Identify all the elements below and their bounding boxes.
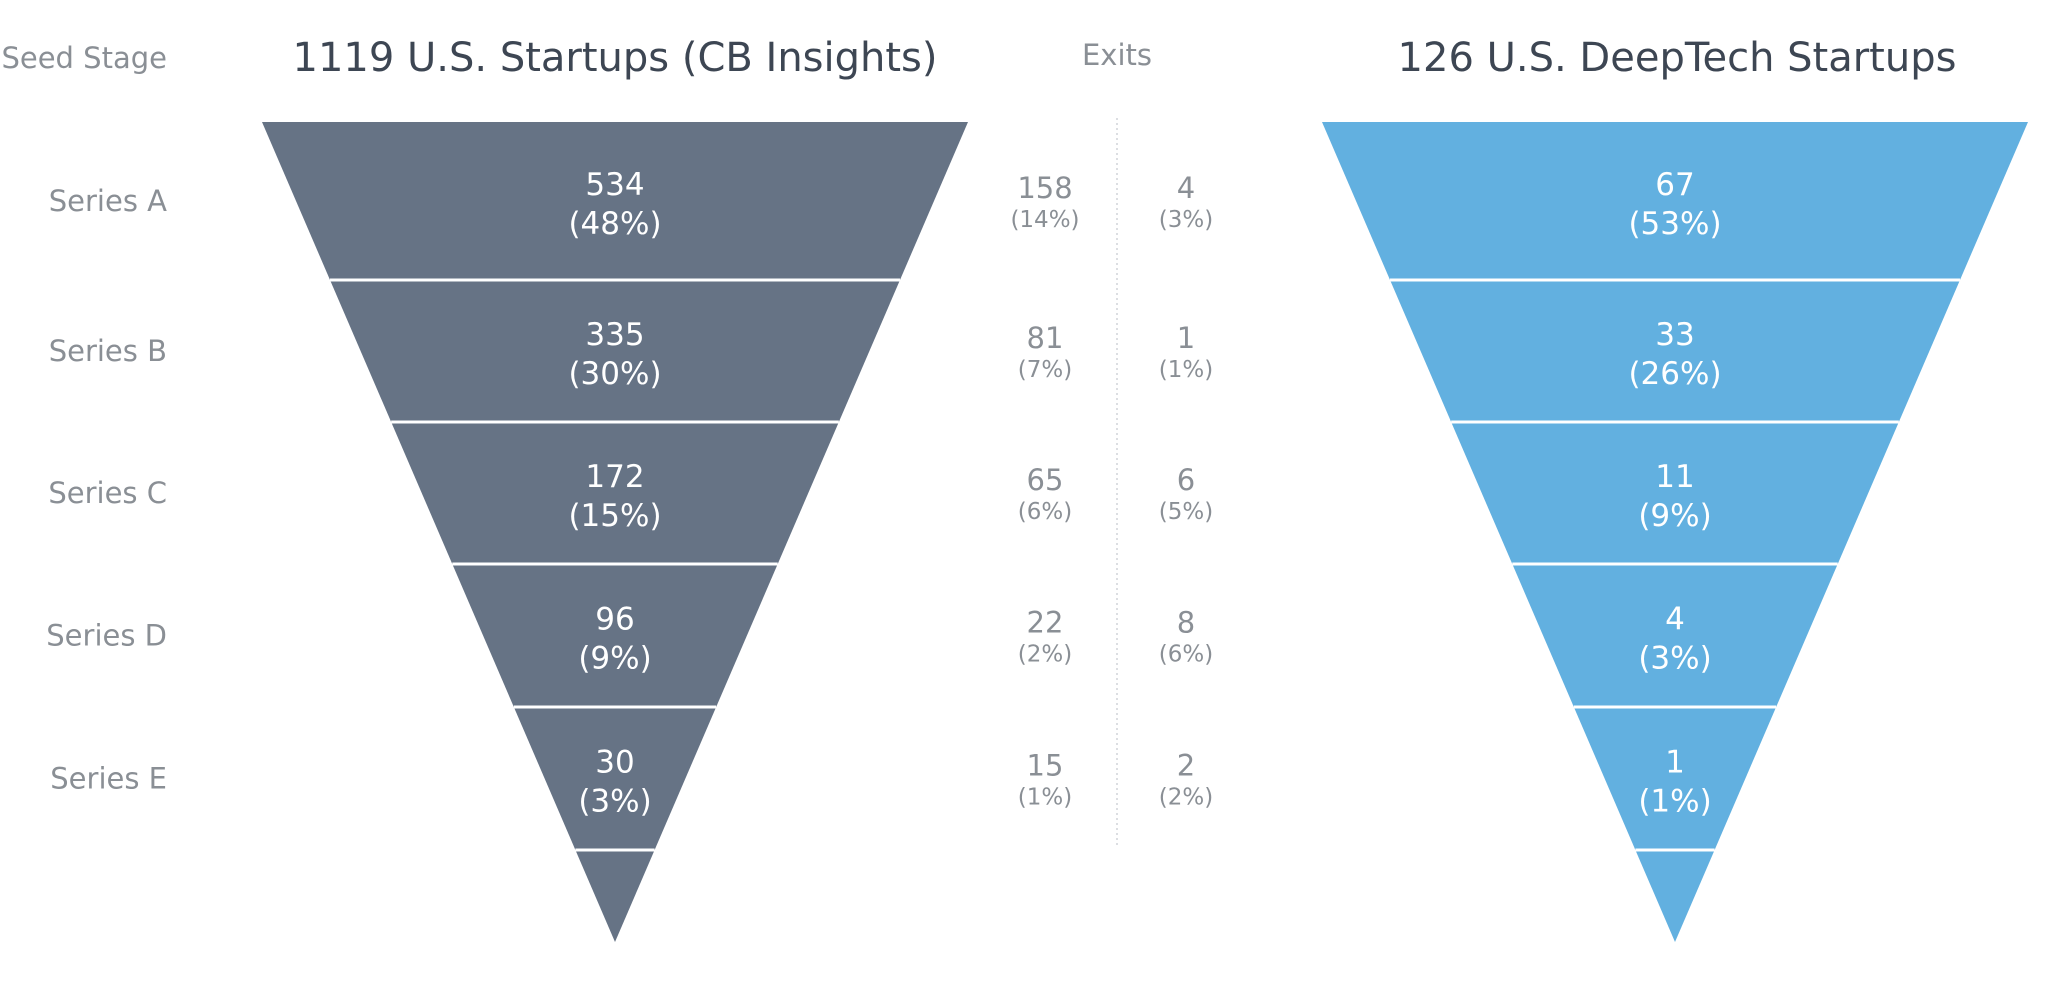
- right-segment-pct: (9%): [1638, 498, 1711, 534]
- right-exit-value: 4: [1177, 171, 1195, 205]
- left-exit-pct: (6%): [1018, 499, 1072, 525]
- right-segment-pct: (26%): [1628, 356, 1721, 392]
- left-segment-pct: (30%): [568, 356, 661, 392]
- right-exit-pct: (5%): [1159, 499, 1213, 525]
- left-exit-pct: (14%): [1010, 207, 1079, 233]
- left-exit-value: 22: [1027, 606, 1064, 640]
- left-segment-pct: (48%): [568, 206, 661, 242]
- left-funnel-title: 1119 U.S. Startups (CB Insights): [293, 35, 938, 81]
- stage-labels: Series A Series B Series C Series D Series E: [46, 184, 167, 796]
- right-exit-value: 1: [1177, 321, 1195, 355]
- right-segment-pct: (53%): [1628, 206, 1721, 242]
- left-exit-value: 65: [1027, 463, 1064, 497]
- right-funnel-title: 126 U.S. DeepTech Startups: [1398, 35, 1957, 81]
- right-funnel: 67(53%) 33(26%) 11(9%) 4(3%) 1(1%): [1322, 122, 2028, 942]
- right-segment-value: 4: [1665, 602, 1685, 638]
- right-exit-pct: (2%): [1159, 785, 1213, 811]
- seed-stage-label: Seed Stage: [1, 41, 167, 75]
- left-exit-pct: (1%): [1018, 785, 1072, 811]
- stage-label: Series D: [46, 619, 167, 653]
- right-segment-pct: (1%): [1638, 784, 1711, 820]
- left-funnel-body: [262, 122, 968, 942]
- left-segment-value: 172: [585, 459, 644, 495]
- stage-label: Series B: [49, 334, 167, 368]
- left-exit-pct: (2%): [1018, 642, 1072, 668]
- left-funnel: 534(48%) 335(30%) 172(15%) 96(9%) 30(3%): [262, 122, 968, 942]
- right-segment-value: 1: [1665, 745, 1685, 781]
- left-exit-value: 158: [1017, 171, 1072, 205]
- right-exit-pct: (6%): [1159, 642, 1213, 668]
- left-segment-value: 335: [585, 317, 644, 353]
- right-funnel-body: [1322, 122, 2028, 942]
- stage-label: Series C: [48, 476, 167, 510]
- left-exit-pct: (7%): [1018, 357, 1072, 383]
- left-segment-value: 30: [595, 745, 634, 781]
- stage-label: Series A: [49, 184, 167, 218]
- right-exit-value: 6: [1177, 463, 1195, 497]
- left-segment-value: 96: [595, 602, 634, 638]
- left-exit-value: 81: [1027, 321, 1064, 355]
- exits-right-column: 4(3%) 1(1%) 6(5%) 8(6%) 2(2%): [1159, 171, 1213, 811]
- left-exit-value: 15: [1027, 749, 1064, 783]
- exits-left-column: 158(14%) 81(7%) 65(6%) 22(2%) 15(1%): [1010, 171, 1079, 811]
- right-segment-value: 67: [1655, 167, 1694, 203]
- right-segment-value: 33: [1655, 317, 1694, 353]
- right-exit-value: 8: [1177, 606, 1195, 640]
- stage-label: Series E: [50, 762, 167, 796]
- right-exit-value: 2: [1177, 749, 1195, 783]
- right-segment-pct: (3%): [1638, 641, 1711, 677]
- right-segment-value: 11: [1655, 459, 1694, 495]
- right-exit-pct: (1%): [1159, 357, 1213, 383]
- left-segment-pct: (9%): [578, 641, 651, 677]
- left-segment-pct: (3%): [578, 784, 651, 820]
- right-exit-pct: (3%): [1159, 207, 1213, 233]
- left-segment-value: 534: [585, 167, 644, 203]
- left-segment-pct: (15%): [568, 498, 661, 534]
- exits-header: Exits: [1082, 38, 1152, 72]
